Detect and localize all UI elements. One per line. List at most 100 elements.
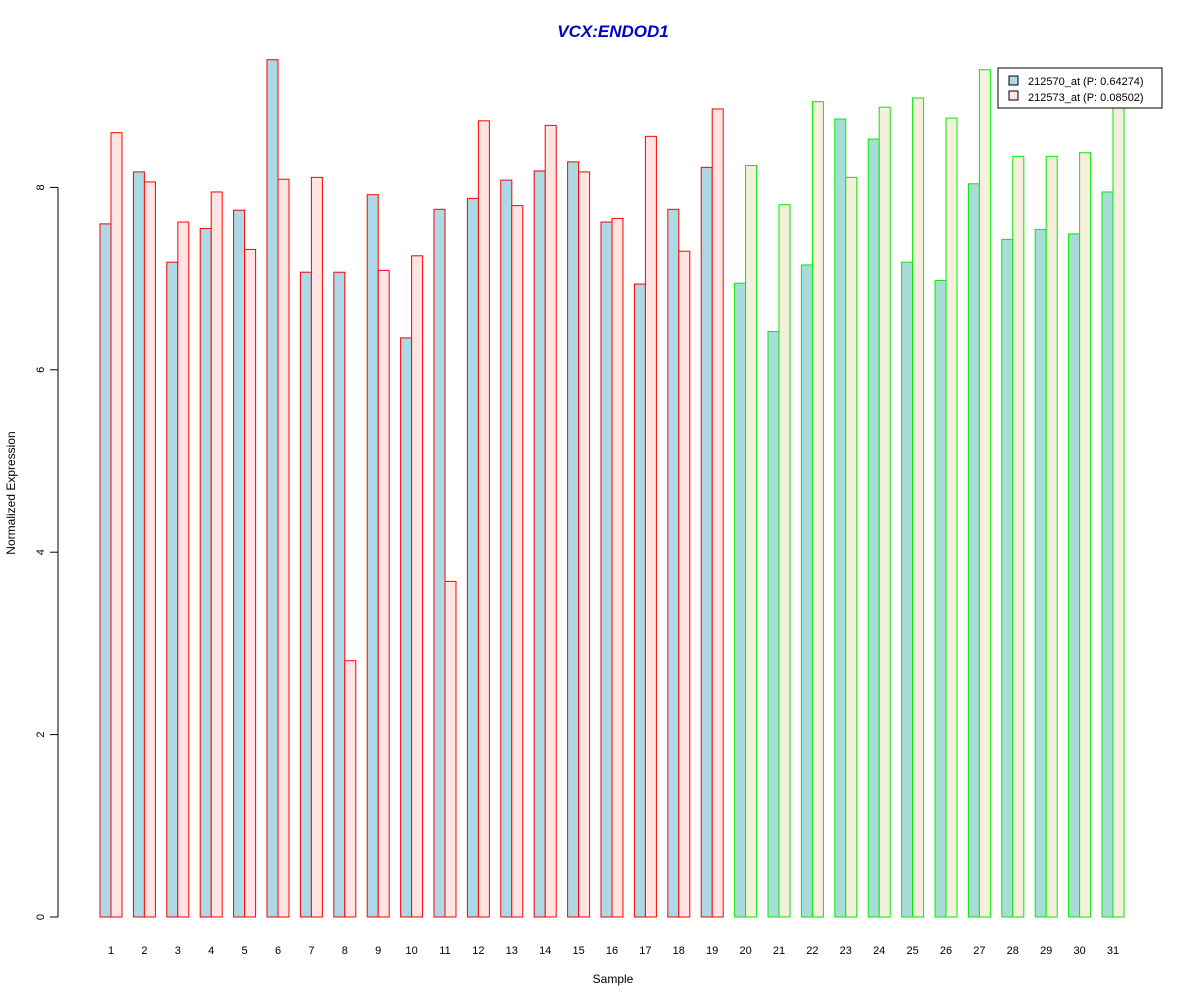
x-tick-label: 5: [242, 945, 248, 957]
x-tick-label: 9: [375, 945, 381, 957]
bar-212573-at-sample-9: [377, 269, 390, 918]
bar-212570-at-sample-20: [734, 282, 747, 918]
x-tick-label: 8: [342, 945, 348, 957]
bar-212573-at-sample-14: [544, 124, 557, 918]
y-tick-label: 6: [35, 367, 47, 373]
bar-212570-at-sample-6: [266, 59, 279, 918]
bar-212570-at-sample-1: [99, 223, 112, 918]
x-tick-label: 10: [405, 945, 417, 957]
x-tick-label: 4: [208, 945, 214, 957]
bar-212573-at-sample-31: [1112, 106, 1125, 918]
bar-212573-at-sample-2: [143, 181, 156, 918]
bar-212573-at-sample-28: [1012, 155, 1025, 918]
bar-212573-at-sample-27: [978, 69, 991, 918]
bar-212570-at-sample-13: [500, 179, 513, 918]
bar-212570-at-sample-31: [1101, 191, 1114, 918]
bar-212573-at-sample-30: [1079, 152, 1092, 918]
bar-212573-at-sample-4: [210, 191, 223, 918]
x-tick-label: 19: [706, 945, 718, 957]
x-tick-label: 20: [739, 945, 751, 957]
bar-212570-at-sample-15: [567, 161, 580, 918]
bar-212570-at-sample-25: [901, 261, 914, 918]
x-tick-label: 1: [108, 945, 114, 957]
x-tick-label: 28: [1007, 945, 1019, 957]
bar-212573-at-sample-24: [878, 106, 891, 918]
bar-212570-at-sample-12: [466, 197, 479, 918]
x-axis-label: Sample: [593, 972, 634, 986]
x-tick-label: 11: [439, 945, 450, 957]
bar-212573-at-sample-22: [811, 101, 824, 918]
bar-212570-at-sample-14: [533, 170, 546, 918]
legend-box: [997, 67, 1163, 109]
bar-212570-at-sample-2: [132, 171, 145, 918]
bar-212570-at-sample-10: [400, 337, 413, 918]
bar-212573-at-sample-5: [244, 248, 257, 918]
bar-212570-at-sample-5: [233, 209, 246, 918]
bar-212570-at-sample-19: [700, 166, 713, 918]
bar-212570-at-sample-4: [199, 227, 212, 918]
bar-212573-at-sample-19: [711, 108, 724, 918]
bar-212573-at-sample-13: [511, 205, 524, 918]
y-tick-label: 2: [35, 732, 47, 738]
x-tick-label: 3: [175, 945, 181, 957]
bar-212570-at-sample-29: [1034, 228, 1047, 918]
x-tick-label: 31: [1107, 945, 1119, 957]
bar-212573-at-sample-3: [177, 221, 190, 918]
bar-212573-at-sample-26: [945, 117, 958, 918]
bar-212570-at-sample-7: [299, 271, 312, 918]
bar-212573-at-sample-11: [444, 580, 457, 918]
x-tick-label: 22: [806, 945, 818, 957]
bar-212573-at-sample-17: [644, 135, 657, 918]
bar-212573-at-sample-15: [578, 171, 591, 918]
bar-212570-at-sample-22: [800, 264, 813, 918]
x-tick-label: 24: [873, 945, 885, 957]
bar-212573-at-sample-25: [912, 97, 925, 918]
legend-swatch-212573-at: [1008, 90, 1019, 101]
bar-212570-at-sample-23: [834, 118, 847, 918]
y-tick-label: 8: [35, 184, 47, 190]
x-tick-label: 2: [141, 945, 147, 957]
bar-212573-at-sample-21: [778, 204, 791, 918]
bar-212573-at-sample-16: [611, 217, 624, 918]
y-tick-label: 0: [35, 914, 47, 920]
bar-212573-at-sample-20: [745, 165, 758, 918]
bar-212573-at-sample-8: [344, 660, 357, 918]
x-tick-label: 15: [572, 945, 584, 957]
legend-label-212573-at: 212573_at (P: 0.08502): [1028, 92, 1144, 104]
bar-212573-at-sample-6: [277, 178, 290, 918]
bar-212570-at-sample-8: [333, 271, 346, 918]
bar-212573-at-sample-7: [310, 176, 323, 918]
x-tick-label: 12: [472, 945, 484, 957]
bar-212573-at-sample-10: [411, 255, 424, 918]
x-tick-label: 29: [1040, 945, 1052, 957]
x-tick-label: 18: [673, 945, 685, 957]
bar-212570-at-sample-26: [934, 279, 947, 918]
legend: 212570_at (P: 0.64274) 212573_at (P: 0.0…: [997, 67, 1163, 109]
x-tick-label: 27: [973, 945, 985, 957]
legend-swatch-212570-at: [1008, 75, 1019, 86]
x-tick-label: 13: [506, 945, 518, 957]
bars: [99, 59, 1125, 918]
legend-label-212570-at: 212570_at (P: 0.64274): [1028, 76, 1144, 88]
x-tick-label: 14: [539, 945, 551, 957]
bar-212573-at-sample-1: [110, 132, 123, 918]
x-tick-label: 6: [275, 945, 281, 957]
x-tick-label: 17: [639, 945, 651, 957]
bar-212570-at-sample-16: [600, 221, 613, 918]
bar-212573-at-sample-29: [1045, 155, 1058, 918]
bar-212570-at-sample-3: [166, 261, 179, 918]
x-tick-label: 23: [840, 945, 852, 957]
y-tick-label: 4: [35, 549, 47, 555]
bar-212573-at-sample-18: [678, 250, 691, 918]
x-tick-label: 30: [1073, 945, 1085, 957]
bar-212570-at-sample-21: [767, 330, 780, 918]
x-axis-tick-labels: 1 2 3 4 5 6 7 8 9 10 11 12 13 14 15 16 17 18 19 20 21 22 23 24 2…: [108, 945, 1119, 957]
bar-212573-at-sample-23: [845, 176, 858, 918]
bar-212570-at-sample-30: [1068, 233, 1081, 918]
bar-212570-at-sample-24: [867, 138, 880, 918]
x-tick-label: 25: [906, 945, 918, 957]
bar-212570-at-sample-18: [667, 208, 680, 918]
x-tick-label: 16: [606, 945, 618, 957]
x-tick-label: 26: [940, 945, 952, 957]
